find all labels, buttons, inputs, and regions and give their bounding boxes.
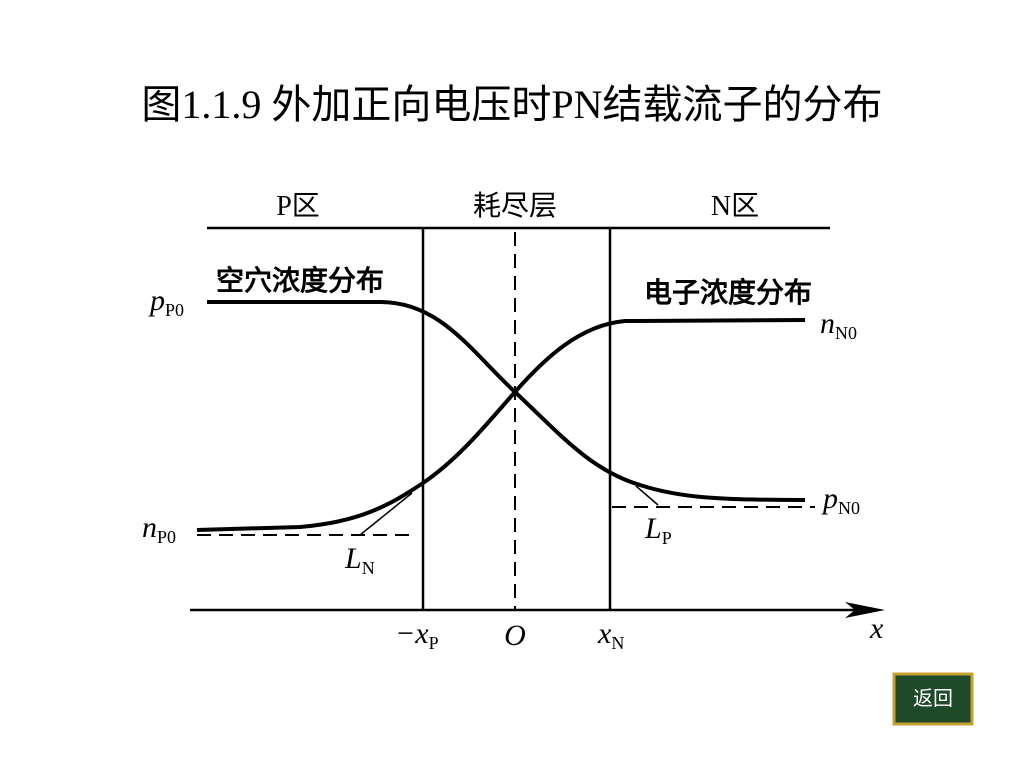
diagram-lines <box>190 226 885 618</box>
diffusion-length-label: LP <box>644 512 672 548</box>
level-label: pN0 <box>821 482 860 518</box>
region-label: N区 <box>711 191 759 222</box>
level-label: nN0 <box>820 307 857 343</box>
axis-label: xN <box>597 617 624 653</box>
back-button[interactable]: 返回 <box>892 672 974 726</box>
axis-label: x <box>869 612 884 645</box>
axis-label: −xP <box>395 617 439 653</box>
curve-label: 电子浓度分布 <box>644 276 812 309</box>
axis-label: O <box>504 619 526 652</box>
slide-title: 图1.1.9 外加正向电压时PN结载流子的分布 <box>141 82 882 127</box>
level-label: pP0 <box>148 284 184 320</box>
region-label: 耗尽层 <box>473 191 557 222</box>
curve-label: 空穴浓度分布 <box>216 264 384 297</box>
button-label[interactable]: 返回 <box>913 686 953 710</box>
level-label: nP0 <box>142 511 176 547</box>
region-label: P区 <box>276 191 320 222</box>
diffusion-length-label: LN <box>344 542 375 578</box>
